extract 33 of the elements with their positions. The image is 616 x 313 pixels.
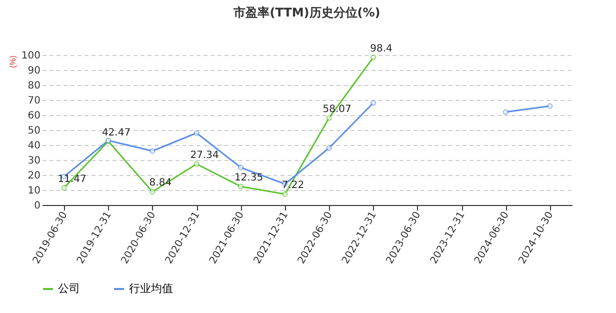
y-tick-label: 20 bbox=[28, 170, 40, 182]
y-tick-label: 0 bbox=[34, 200, 40, 212]
point bbox=[150, 189, 156, 194]
data-label: 42.47 bbox=[102, 127, 131, 138]
point bbox=[503, 109, 508, 115]
point bbox=[326, 145, 332, 151]
point bbox=[238, 184, 244, 190]
data-label: 98.4 bbox=[370, 43, 392, 54]
chart-title: 市盈率(TTM)历史分位(%) bbox=[232, 5, 380, 20]
y-tick-label: 80 bbox=[28, 80, 40, 92]
y-tick-label: 100 bbox=[21, 50, 40, 62]
point bbox=[282, 191, 288, 197]
point bbox=[61, 185, 67, 191]
legend-label: 公司 bbox=[58, 282, 80, 295]
point bbox=[370, 54, 376, 60]
y-tick-label: 50 bbox=[28, 126, 40, 136]
y-tick-label: 60 bbox=[28, 110, 40, 122]
y-tick-label: 10 bbox=[28, 186, 40, 196]
y-tick-label: 70 bbox=[28, 96, 40, 106]
point bbox=[194, 161, 200, 167]
y-axis-title: (%) bbox=[8, 55, 18, 68]
y-tick-label: 90 bbox=[28, 66, 40, 76]
y-tick-label: 30 bbox=[28, 156, 40, 166]
point bbox=[194, 130, 200, 136]
point bbox=[547, 103, 553, 109]
point bbox=[150, 148, 156, 154]
point bbox=[326, 115, 332, 121]
data-label: 12.35 bbox=[234, 172, 264, 184]
legend-label: 行业均值 bbox=[129, 282, 173, 295]
data-label: 27.34 bbox=[190, 150, 219, 161]
point bbox=[238, 164, 244, 170]
point bbox=[370, 100, 376, 106]
y-tick-label: 40 bbox=[28, 140, 40, 152]
